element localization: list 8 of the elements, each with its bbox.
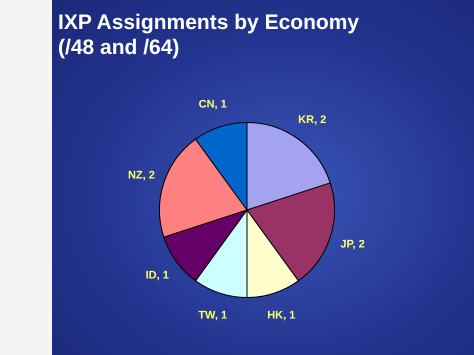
slice-label: NZ, 2 <box>128 170 155 182</box>
chart-title: IXP Assignments by Economy (/48 and /64) <box>58 10 360 60</box>
slice-label: JP, 2 <box>340 238 365 250</box>
slice-label: HK, 1 <box>267 310 296 322</box>
slice-label: KR, 2 <box>298 114 326 126</box>
slice-label: ID, 1 <box>146 269 169 282</box>
slice-label: CN, 1 <box>198 98 227 110</box>
slice-label: TW, 1 <box>198 310 228 322</box>
